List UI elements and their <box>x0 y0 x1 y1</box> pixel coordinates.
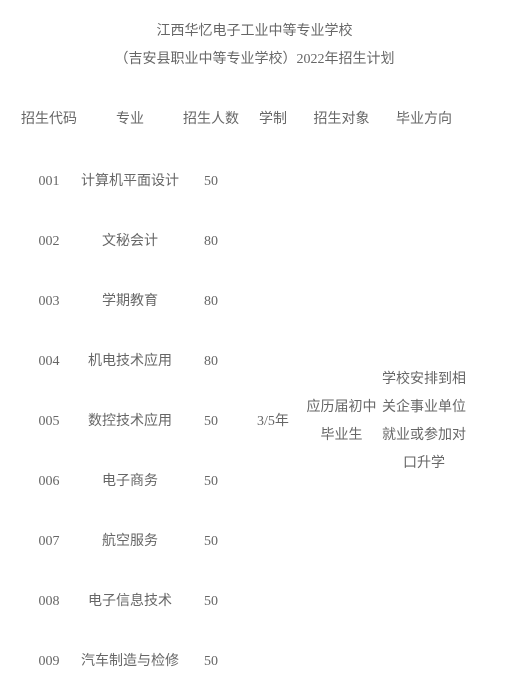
cell-code: 007 <box>18 512 80 572</box>
cell-target-merged: 应历届初中毕业生 <box>304 152 379 692</box>
cell-major: 电子商务 <box>80 452 180 512</box>
col-after: 毕业方向 学校安排到相关企事业单位就业或参加对口升学 <box>379 88 469 692</box>
cell-code: 005 <box>18 392 80 452</box>
cell-major: 数控技术应用 <box>80 392 180 452</box>
page-title: 江西华忆电子工业中等专业学校 （吉安县职业中等专业学校）2022年招生计划 <box>0 0 509 74</box>
cell-major: 学期教育 <box>80 272 180 332</box>
cell-major: 汽车制造与检修 <box>80 632 180 692</box>
cell-major: 机电技术应用 <box>80 332 180 392</box>
col-system: 学制 3/5年 <box>242 88 304 692</box>
cell-code: 004 <box>18 332 80 392</box>
header-count: 招生人数 <box>183 88 239 152</box>
cell-code: 002 <box>18 212 80 272</box>
cell-major: 航空服务 <box>80 512 180 572</box>
col-code: 招生代码 001 002 003 004 005 006 007 008 009 <box>18 88 80 692</box>
title-line-2: （吉安县职业中等专业学校）2022年招生计划 <box>0 46 509 74</box>
cell-count: 80 <box>180 332 242 392</box>
cell-count: 50 <box>180 572 242 632</box>
header-target: 招生对象 <box>314 88 370 152</box>
cell-after-merged: 学校安排到相关企事业单位就业或参加对口升学 <box>379 152 469 692</box>
header-after: 毕业方向 <box>396 88 452 152</box>
cell-code: 009 <box>18 632 80 692</box>
cell-count: 50 <box>180 392 242 452</box>
cell-code: 001 <box>18 152 80 212</box>
header-system: 学制 <box>259 88 287 152</box>
cell-major: 电子信息技术 <box>80 572 180 632</box>
cell-code: 003 <box>18 272 80 332</box>
col-target: 招生对象 应历届初中毕业生 <box>304 88 379 692</box>
cell-major: 计算机平面设计 <box>80 152 180 212</box>
col-count: 招生人数 50 80 80 80 50 50 50 50 50 <box>180 88 242 692</box>
enrollment-table: 招生代码 001 002 003 004 005 006 007 008 009… <box>0 88 509 692</box>
header-code: 招生代码 <box>21 88 77 152</box>
header-major: 专业 <box>116 88 144 152</box>
cell-count: 80 <box>180 272 242 332</box>
cell-count: 50 <box>180 152 242 212</box>
cell-system-merged: 3/5年 <box>242 152 304 692</box>
cell-count: 80 <box>180 212 242 272</box>
cell-code: 008 <box>18 572 80 632</box>
cell-major: 文秘会计 <box>80 212 180 272</box>
cell-code: 006 <box>18 452 80 512</box>
col-major: 专业 计算机平面设计 文秘会计 学期教育 机电技术应用 数控技术应用 电子商务 … <box>80 88 180 692</box>
cell-count: 50 <box>180 632 242 692</box>
cell-count: 50 <box>180 512 242 572</box>
cell-count: 50 <box>180 452 242 512</box>
title-line-1: 江西华忆电子工业中等专业学校 <box>0 18 509 46</box>
